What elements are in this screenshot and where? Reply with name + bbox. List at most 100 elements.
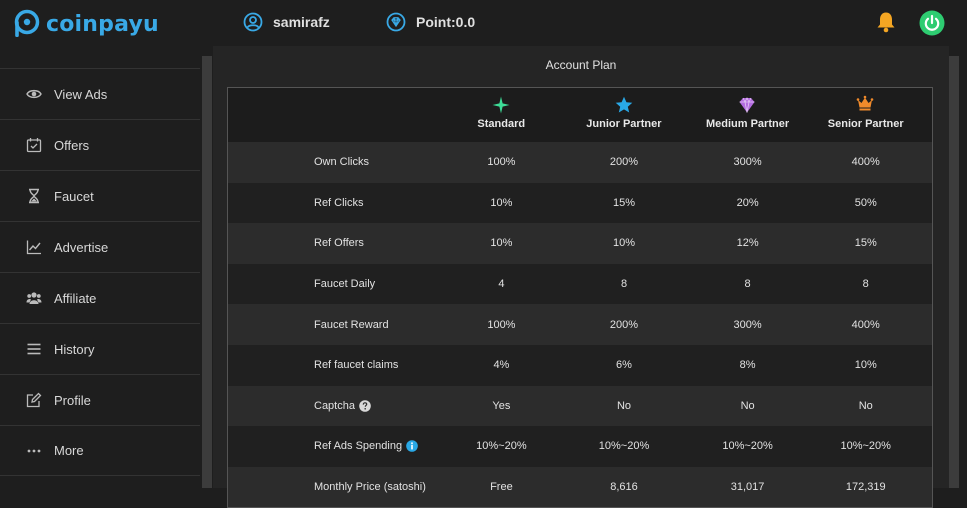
table-cell: 10%	[490, 237, 513, 250]
plan-name: Senior Partner	[827, 118, 904, 130]
sidebar-item-faucet[interactable]: Faucet	[0, 170, 200, 221]
eye-icon	[26, 89, 42, 99]
account-plan-panel: Account Plan Standard Junior Partner	[213, 46, 949, 508]
sidebar-item-label: More	[54, 443, 84, 458]
sidebar-item-profile[interactable]: Profile	[0, 374, 200, 425]
sidebar-item-more[interactable]: More	[0, 425, 200, 476]
plan-comparison-table: Standard Junior Partner Medium Partner	[227, 87, 933, 508]
sidebar-scrollbar[interactable]	[202, 56, 212, 488]
page-title: Account Plan	[545, 58, 617, 72]
users-icon	[26, 292, 42, 304]
table-cell: 8	[744, 278, 751, 291]
question-circle-icon[interactable]	[359, 400, 371, 412]
table-cell: 400%	[851, 318, 880, 331]
sidebar-item-view-ads[interactable]: View Ads	[0, 68, 200, 119]
table-cell: 4	[498, 278, 505, 291]
top-header: coinpayu samirafz Point:0.0	[0, 0, 967, 46]
sidebar-item-advertise[interactable]: Advertise	[0, 221, 200, 272]
table-cell: 10%~20%	[840, 440, 891, 453]
power-icon[interactable]	[919, 10, 945, 36]
points-label: Point:0.0	[416, 14, 476, 30]
edit-icon	[26, 392, 42, 408]
table-row: Own Clicks 100% 200% 300% 400%	[228, 142, 932, 183]
table-cell: 100%	[487, 318, 516, 331]
logo[interactable]: coinpayu	[13, 9, 159, 39]
row-label: Faucet Daily	[314, 278, 376, 291]
table-cell: 300%	[733, 318, 762, 331]
table-header-blank	[228, 88, 450, 142]
sidebar-item-label: View Ads	[54, 86, 108, 102]
username: samirafz	[273, 14, 330, 30]
table-row: Faucet Reward 100% 200% 300% 400%	[228, 304, 932, 345]
crown-icon	[857, 95, 874, 111]
row-label: Faucet Reward	[314, 318, 389, 331]
table-cell: 10%~20%	[722, 440, 773, 453]
table-cell: 8	[620, 278, 628, 291]
table-row: Ref Offers 10% 10% 12% 15%	[228, 223, 932, 264]
points-balance: Point:0.0	[386, 12, 475, 32]
table-cell: 400%	[851, 156, 880, 169]
table-cell: 8,616	[610, 481, 638, 494]
table-cell: 20%	[736, 196, 759, 209]
plan-name: Junior Partner	[586, 118, 662, 130]
sidebar-item-label: Affiliate	[54, 290, 97, 306]
table-cell: 8	[862, 278, 869, 291]
table-row: Ref Ads Spending 10%~20% 10%~20% 10%~20%…	[228, 426, 932, 467]
sidebar-item-label: Offers	[54, 137, 90, 153]
brand-name: coinpayu	[46, 11, 159, 37]
list-icon	[27, 343, 41, 355]
sidebar-item-label: History	[54, 341, 95, 357]
diamond-circle-icon	[386, 12, 406, 32]
table-cell: 8%	[739, 359, 756, 372]
row-label: Own Clicks	[314, 156, 370, 169]
line-chart-icon	[26, 240, 41, 255]
table-cell: 10%~20%	[598, 440, 650, 453]
table-cell: 200%	[609, 156, 639, 169]
table-cell: No	[616, 399, 632, 412]
table-cell: 10%	[854, 359, 877, 372]
bell-icon[interactable]	[874, 10, 898, 34]
star-icon	[615, 96, 633, 113]
main-scrollbar[interactable]	[949, 56, 959, 488]
table-row: Captcha Yes No No No	[228, 385, 932, 427]
sidebar: View Ads Offers Faucet Advertise	[0, 68, 200, 488]
diamond-icon	[739, 97, 755, 113]
sparkle-icon	[492, 96, 510, 114]
ellipsis-icon	[27, 449, 41, 452]
table-cell: 300%	[733, 156, 762, 169]
table-cell: No	[740, 399, 755, 412]
table-cell: 10%~20%	[476, 440, 527, 453]
table-cell: 12%	[736, 237, 759, 250]
row-label: Ref Offers	[314, 237, 364, 250]
info-circle-icon[interactable]	[406, 440, 418, 453]
plan-header-junior-partner: Junior Partner	[552, 88, 696, 142]
table-cell: Yes	[492, 399, 511, 412]
user-circle-icon	[243, 12, 263, 32]
sidebar-item-label: Advertise	[54, 239, 109, 255]
calendar-check-icon	[26, 138, 42, 153]
plan-name: Medium Partner	[705, 118, 790, 130]
table-cell: 10%	[490, 196, 513, 209]
table-header-row: Standard Junior Partner Medium Partner	[228, 88, 932, 142]
sidebar-item-offers[interactable]: Offers	[0, 119, 200, 170]
row-label: Monthly Price (satoshi)	[314, 481, 426, 494]
table-cell: 50%	[854, 196, 877, 209]
sidebar-item-label: Profile	[54, 392, 91, 408]
sidebar-item-history[interactable]: History	[0, 323, 200, 374]
user-info[interactable]: samirafz	[243, 12, 330, 32]
hourglass-icon	[29, 188, 39, 204]
table-row: Faucet Daily 4 8 8 8	[228, 263, 932, 305]
table-cell: 100%	[487, 156, 516, 169]
table-cell: 4%	[493, 359, 510, 372]
table-row: Ref Clicks 10% 15% 20% 50%	[228, 182, 932, 224]
row-label: Ref Ads Spending	[314, 440, 403, 453]
row-label: Captcha	[314, 399, 355, 412]
sidebar-item-affiliate[interactable]: Affiliate	[0, 272, 200, 323]
table-row: Ref faucet claims 4% 6% 8% 10%	[228, 344, 932, 386]
plan-header-standard: Standard	[450, 88, 552, 142]
table-cell: 15%	[612, 196, 636, 209]
sidebar-item-label: Faucet	[54, 188, 94, 204]
row-label-cell: Ref Ads Spending	[228, 440, 451, 452]
plan-name: Standard	[477, 118, 526, 130]
table-cell: 200%	[609, 318, 639, 331]
